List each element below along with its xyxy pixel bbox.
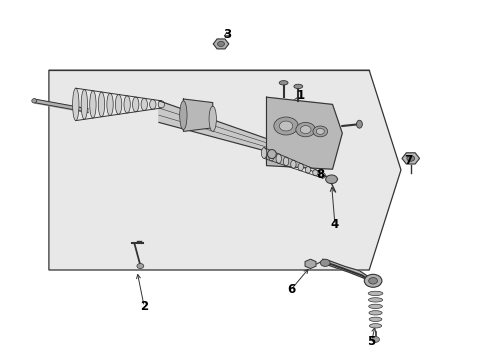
Circle shape	[325, 175, 337, 184]
Ellipse shape	[368, 311, 382, 315]
Circle shape	[217, 41, 224, 46]
Circle shape	[364, 274, 381, 287]
Ellipse shape	[32, 99, 37, 103]
Ellipse shape	[297, 163, 303, 171]
Ellipse shape	[267, 150, 276, 158]
Circle shape	[137, 264, 143, 269]
Ellipse shape	[106, 93, 113, 116]
Ellipse shape	[115, 94, 122, 114]
Polygon shape	[183, 99, 212, 131]
Circle shape	[312, 126, 327, 137]
Text: 5: 5	[367, 335, 375, 348]
Ellipse shape	[319, 173, 325, 178]
Ellipse shape	[368, 298, 382, 302]
Circle shape	[295, 122, 315, 137]
Ellipse shape	[98, 92, 104, 117]
Text: 8: 8	[316, 168, 324, 181]
Ellipse shape	[261, 148, 266, 158]
Ellipse shape	[279, 81, 287, 85]
Circle shape	[316, 129, 324, 134]
Ellipse shape	[89, 91, 96, 118]
Ellipse shape	[293, 84, 302, 89]
Ellipse shape	[290, 160, 296, 168]
Polygon shape	[49, 70, 400, 270]
Circle shape	[368, 278, 377, 284]
Ellipse shape	[141, 98, 147, 111]
Ellipse shape	[81, 89, 87, 120]
Circle shape	[279, 121, 292, 131]
Text: 4: 4	[330, 219, 338, 231]
Ellipse shape	[149, 100, 156, 109]
Ellipse shape	[367, 291, 382, 296]
Polygon shape	[266, 97, 342, 169]
Ellipse shape	[368, 317, 381, 321]
Ellipse shape	[132, 97, 139, 112]
Text: 3: 3	[223, 28, 231, 41]
Text: 2: 2	[140, 300, 148, 313]
Polygon shape	[159, 101, 266, 151]
Ellipse shape	[283, 157, 288, 166]
Ellipse shape	[268, 151, 273, 161]
Ellipse shape	[276, 154, 281, 163]
Circle shape	[406, 156, 414, 161]
Circle shape	[320, 259, 329, 266]
Ellipse shape	[72, 88, 79, 121]
Ellipse shape	[312, 170, 318, 176]
Ellipse shape	[158, 101, 164, 108]
Circle shape	[273, 117, 298, 135]
Ellipse shape	[180, 101, 186, 130]
Text: 6: 6	[286, 283, 294, 296]
Ellipse shape	[209, 106, 216, 131]
Ellipse shape	[368, 304, 382, 309]
Ellipse shape	[356, 120, 362, 128]
Ellipse shape	[124, 96, 130, 113]
Circle shape	[371, 337, 379, 342]
Ellipse shape	[369, 324, 381, 328]
Text: 1: 1	[296, 89, 304, 102]
Circle shape	[300, 126, 310, 134]
Polygon shape	[322, 259, 372, 284]
Ellipse shape	[305, 166, 310, 173]
Text: 7: 7	[404, 154, 411, 167]
